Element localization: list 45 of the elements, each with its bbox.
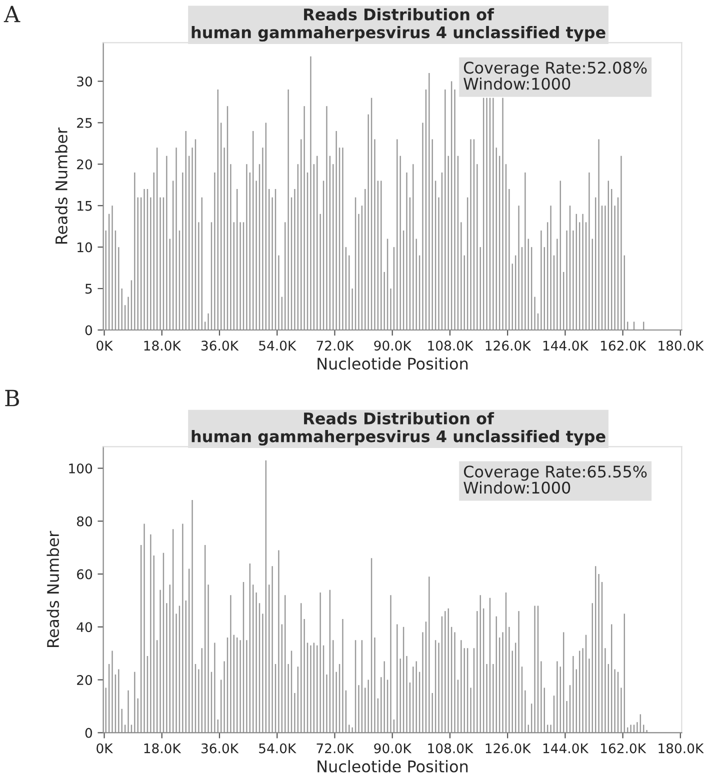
y-tick-label: 100 [69, 463, 92, 474]
x-tick-label: 18.0K [144, 340, 182, 351]
y-tick-label: 20 [77, 675, 92, 686]
x-tick-label: 108.0K [428, 340, 474, 351]
x-tick-label: 108.0K [428, 743, 474, 754]
y-tick-label: 25 [77, 118, 92, 128]
text: A [4, 6, 20, 22]
x-tick-label: 144.0K [543, 340, 589, 351]
x-tick-label: 162.0K [601, 340, 646, 351]
y-tick-label: 80 [76, 516, 92, 526]
y-axis-title: Reads Number [46, 530, 60, 647]
y-tick-label: 10 [78, 242, 92, 252]
x-tick-label: 144.0K [543, 743, 589, 754]
y-tick-label: 0 [85, 728, 92, 738]
annotation: Coverage Rate:65.55% Window:1000 [464, 466, 647, 494]
x-tick-label: 54.0K [259, 743, 296, 754]
x-tick-label: 18.0K [144, 743, 182, 754]
x-tick-label: 0K [96, 743, 114, 754]
x-axis-title: Nucleotide Position [318, 357, 468, 370]
chart-title: Reads Distribution of human gammaherpesvirus 4 unclassified type [192, 412, 606, 446]
chart-title: Reads Distribution of human gammaherpesvirus 4 unclassified type [192, 8, 606, 42]
annotation: Coverage Rate:52.08% Window:1000 [464, 62, 647, 90]
x-tick-label: 180.0K [658, 743, 704, 754]
x-tick-label: 90.0K [374, 743, 412, 754]
x-tick-label: 162.0K [601, 743, 646, 754]
x-tick-label: 0K [96, 340, 114, 351]
x-axis-title: Nucleotide Position [318, 760, 468, 772]
text: B [5, 390, 19, 406]
y-tick-label: 20 [77, 159, 92, 170]
x-tick-label: 126.0K [486, 340, 532, 351]
x-tick-label: 36.0K [201, 340, 239, 351]
x-tick-label: 54.0K [259, 340, 296, 351]
y-tick-label: 5 [86, 284, 92, 294]
y-tick-label: 60 [77, 569, 92, 580]
y-axis-title: Reads Number [55, 128, 68, 244]
x-tick-label: 90.0K [374, 340, 412, 351]
y-tick-label: 40 [76, 622, 92, 632]
x-tick-label: 72.0K [316, 743, 354, 754]
x-tick-label: 72.0K [316, 340, 354, 351]
x-tick-label: 36.0K [201, 743, 239, 754]
x-tick-label: 180.0K [658, 340, 704, 351]
y-tick-label: 15 [78, 201, 92, 211]
x-tick-label: 126.0K [486, 743, 532, 754]
y-tick-label: 0 [85, 325, 92, 336]
y-tick-label: 30 [77, 76, 92, 86]
